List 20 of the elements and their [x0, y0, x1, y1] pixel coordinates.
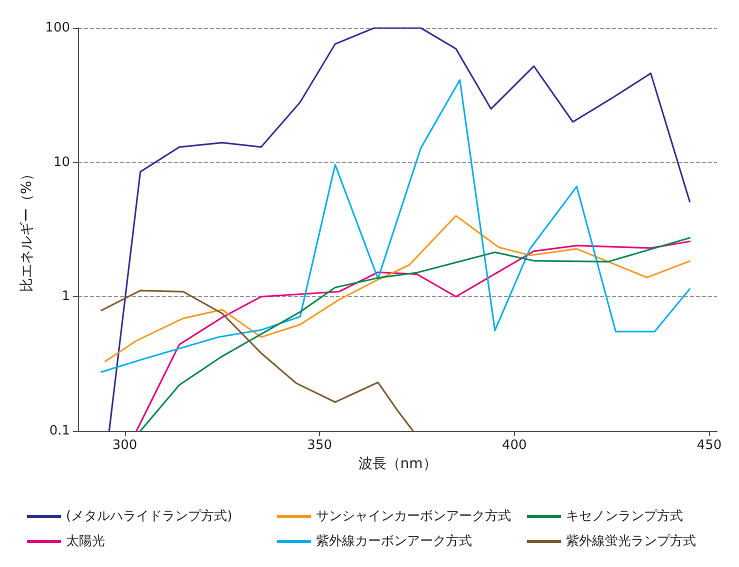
line-series	[108, 27, 691, 432]
line-series	[104, 214, 691, 362]
y-tick-label: 1	[62, 289, 70, 304]
line-series	[100, 79, 691, 373]
line-series	[100, 290, 414, 432]
legend-label: 太陽光	[66, 534, 105, 549]
x-axis-title: 波長（nm）	[358, 456, 437, 472]
legend-label: 紫外線カーボンアーク方式	[316, 533, 472, 549]
x-tick-label: 300	[112, 438, 138, 453]
x-tick-label: 350	[307, 438, 332, 453]
y-tick-label: 10	[53, 154, 70, 170]
legend-label: 紫外線蛍光ランプ方式	[566, 533, 696, 549]
legend-label: (メタルハライドランプ方式)	[66, 508, 232, 524]
x-tick-label: 450	[696, 438, 722, 453]
legend-label: サンシャインカーボンアーク方式	[316, 508, 511, 524]
legend-label: キセノンランプ方式	[566, 508, 683, 524]
y-axis-title: 比エネルギー（%）	[19, 166, 35, 292]
y-tick-label: 0.1	[49, 424, 70, 438]
y-tick-label: 100	[45, 20, 70, 36]
x-tick-label: 400	[502, 438, 527, 453]
